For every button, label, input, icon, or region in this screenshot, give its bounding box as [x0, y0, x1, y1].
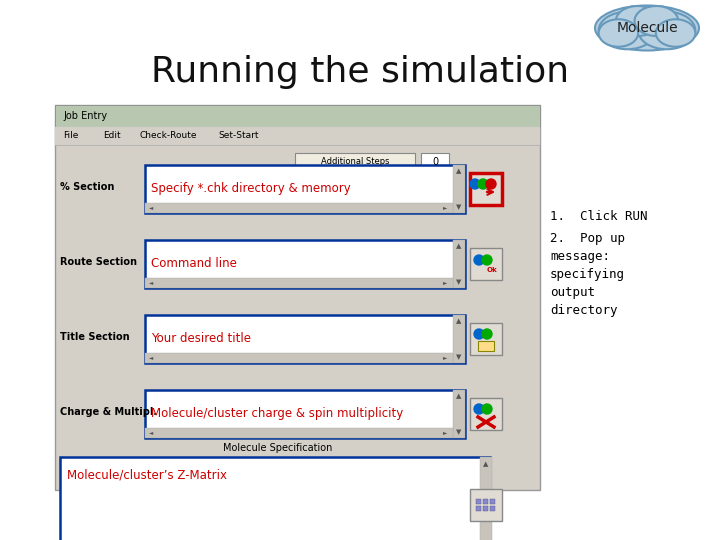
Text: Job Entry: Job Entry: [63, 111, 107, 121]
Circle shape: [482, 255, 492, 265]
Text: ▼: ▼: [456, 429, 462, 435]
Bar: [476, 505, 481, 510]
Text: Running the simulation: Running the simulation: [151, 55, 569, 89]
Circle shape: [478, 179, 488, 189]
Bar: [470, 398, 502, 430]
Bar: [145, 278, 453, 288]
Text: ◄: ◄: [149, 355, 153, 361]
Text: 2.  Pop up
message:
specifying
output
directory: 2. Pop up message: specifying output dir…: [550, 232, 625, 317]
Text: ▲: ▲: [456, 168, 462, 174]
Bar: [476, 498, 481, 503]
Text: Route Section: Route Section: [60, 256, 137, 267]
Bar: [478, 341, 494, 351]
Text: ◄: ◄: [149, 430, 153, 435]
Text: ▼: ▼: [456, 204, 462, 210]
Circle shape: [482, 329, 492, 339]
Bar: [483, 498, 488, 503]
Ellipse shape: [634, 6, 678, 36]
Text: ►: ►: [443, 430, 447, 435]
Bar: [421, 153, 449, 171]
Circle shape: [482, 404, 492, 414]
Bar: [55, 105, 540, 127]
Text: % Section: % Section: [60, 181, 114, 192]
Text: Ok: Ok: [487, 267, 498, 273]
Ellipse shape: [598, 19, 638, 47]
Text: ►: ►: [443, 206, 447, 211]
Text: File: File: [63, 132, 78, 140]
Ellipse shape: [656, 19, 696, 47]
Text: Molecule Specification: Molecule Specification: [222, 443, 332, 453]
Ellipse shape: [638, 12, 696, 49]
Bar: [490, 498, 495, 503]
Text: Your desired title: Your desired title: [151, 332, 251, 345]
Bar: [470, 173, 502, 205]
Text: ▲: ▲: [456, 318, 462, 324]
Bar: [145, 390, 465, 438]
Bar: [470, 248, 502, 280]
Text: Command line: Command line: [151, 256, 237, 269]
Text: 0: 0: [432, 157, 438, 167]
Bar: [490, 505, 495, 510]
Circle shape: [470, 179, 480, 189]
Bar: [295, 153, 415, 171]
Text: Molecule: Molecule: [616, 21, 678, 35]
Bar: [483, 505, 488, 510]
Text: ►: ►: [443, 280, 447, 286]
Bar: [480, 457, 492, 540]
Bar: [453, 165, 465, 213]
Text: ►: ►: [443, 355, 447, 361]
Text: Title Section: Title Section: [60, 332, 130, 342]
Text: Molecule/cluster charge & spin multiplicity: Molecule/cluster charge & spin multiplic…: [151, 407, 403, 420]
Text: ▼: ▼: [456, 279, 462, 285]
Bar: [145, 315, 465, 363]
Circle shape: [474, 404, 484, 414]
Text: Charge & Multipl.: Charge & Multipl.: [60, 407, 157, 416]
Bar: [470, 323, 502, 355]
Text: Molecule/cluster’s Z-Matrix: Molecule/cluster’s Z-Matrix: [67, 469, 227, 482]
Bar: [145, 353, 453, 363]
Bar: [55, 105, 540, 490]
Ellipse shape: [595, 5, 699, 51]
Bar: [453, 240, 465, 288]
Text: ▲: ▲: [456, 393, 462, 399]
Bar: [60, 457, 490, 540]
Text: Specify *.chk directory & memory: Specify *.chk directory & memory: [151, 181, 351, 194]
Text: ▲: ▲: [456, 243, 462, 249]
Text: Set-Start: Set-Start: [218, 132, 258, 140]
Bar: [470, 489, 502, 521]
Text: ◄: ◄: [149, 206, 153, 211]
Text: Edit: Edit: [103, 132, 121, 140]
Text: ▼: ▼: [456, 354, 462, 360]
Text: ▲: ▲: [483, 461, 489, 467]
Circle shape: [474, 329, 484, 339]
Bar: [453, 390, 465, 438]
Bar: [453, 315, 465, 363]
Text: ◄: ◄: [149, 280, 153, 286]
Bar: [145, 428, 453, 438]
Text: 1.  Click RUN: 1. Click RUN: [550, 210, 647, 223]
Circle shape: [474, 255, 484, 265]
Circle shape: [486, 179, 496, 189]
Bar: [145, 240, 465, 288]
Bar: [145, 203, 453, 213]
Bar: [55, 127, 540, 145]
Bar: [145, 165, 465, 213]
Ellipse shape: [616, 6, 660, 36]
Text: Additional Steps: Additional Steps: [320, 158, 390, 166]
Ellipse shape: [598, 12, 656, 49]
Text: Check-Route: Check-Route: [140, 132, 197, 140]
